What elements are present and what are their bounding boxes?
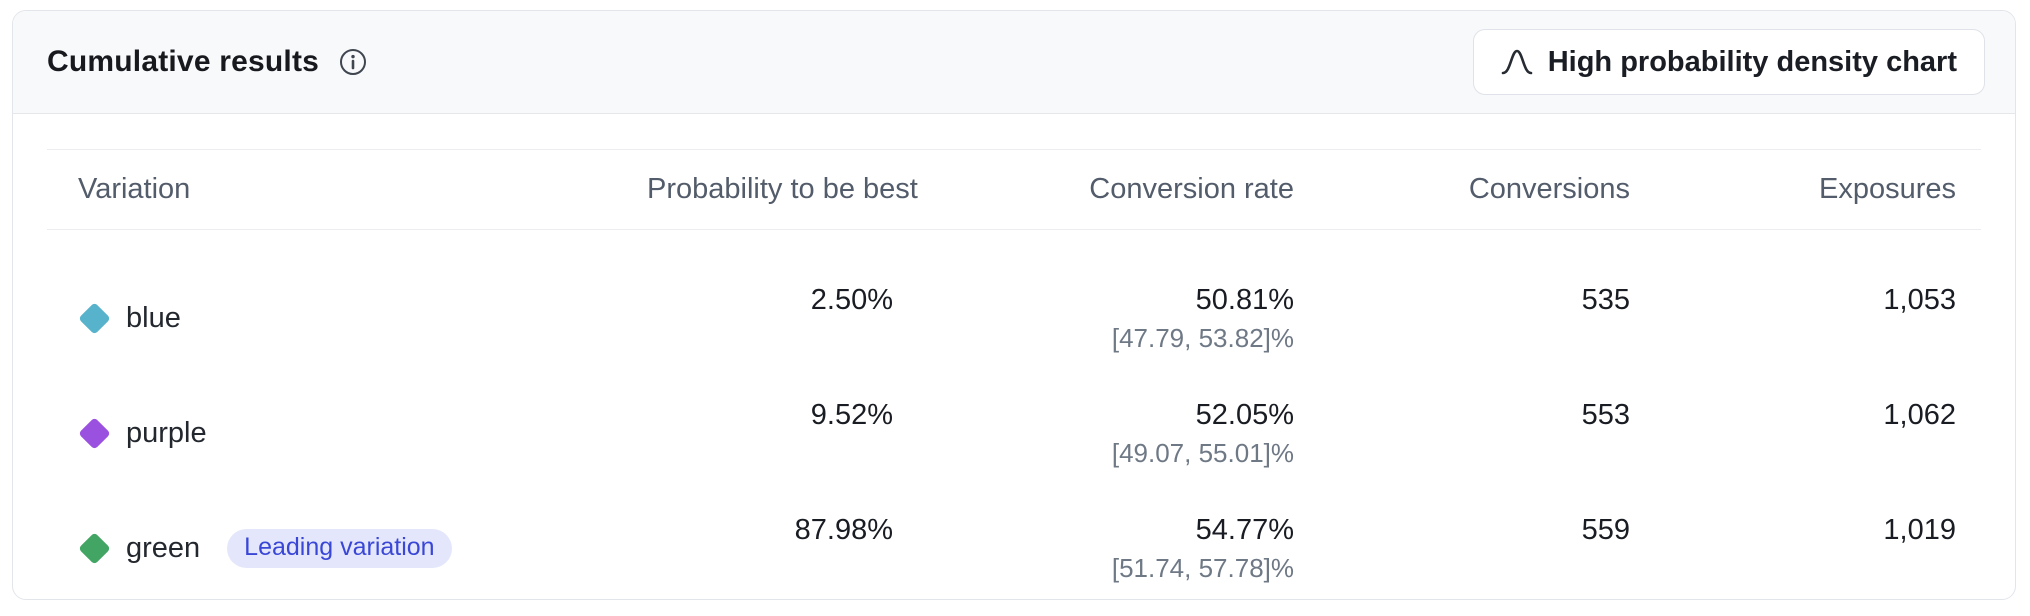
exposures-cell: 1,062 <box>1883 399 1956 431</box>
table-row: purple 9.52% 52.05% [49.07, 55.01]% 553 … <box>47 345 1981 468</box>
variation-diamond-icon <box>78 532 111 565</box>
column-header-exposures: Exposures <box>1818 173 1956 205</box>
column-header-probability: Probability to be best <box>647 173 918 205</box>
probability-cell: 9.52% <box>810 399 893 431</box>
probability-cell: 2.50% <box>810 284 893 316</box>
variation-label: blue <box>126 302 181 334</box>
cumulative-results-card: Cumulative results High probability dens… <box>12 10 2016 600</box>
conversions-cell: 559 <box>1581 514 1630 546</box>
variation-label: purple <box>126 417 207 449</box>
conversion-rate-cell: 52.05% [49.07, 55.01]% <box>893 345 1294 468</box>
variation-cell: purple <box>47 417 647 450</box>
conversion-rate-cell: 54.77% [51.74, 57.78]% <box>893 460 1294 583</box>
confidence-interval: [49.07, 55.01]% <box>1111 438 1294 468</box>
results-table: Variation Probability to be best Convers… <box>47 149 1981 583</box>
leading-variation-badge: Leading variation <box>227 529 452 568</box>
table-row: green Leading variation 87.98% 54.77% [5… <box>47 460 1981 583</box>
table-row: blue 2.50% 50.81% [47.79, 53.82]% 535 1,… <box>47 230 1981 353</box>
variation-diamond-icon <box>78 417 111 450</box>
variation-label: green <box>126 532 201 564</box>
density-chart-button-label: High probability density chart <box>1547 45 1957 78</box>
column-header-conversion-rate: Conversion rate <box>1089 173 1294 205</box>
info-icon[interactable] <box>339 48 367 76</box>
density-curve-icon <box>1501 48 1533 76</box>
card-header: Cumulative results High probability dens… <box>13 11 2015 114</box>
page-title: Cumulative results <box>47 45 320 78</box>
confidence-interval: [51.74, 57.78]% <box>1111 553 1294 583</box>
table-header-row: Variation Probability to be best Convers… <box>47 149 1981 230</box>
column-header-variation: Variation <box>78 173 191 205</box>
conversions-cell: 553 <box>1581 399 1630 431</box>
variation-diamond-icon <box>78 302 111 335</box>
exposures-cell: 1,019 <box>1883 514 1956 546</box>
exposures-cell: 1,053 <box>1883 284 1956 316</box>
title-wrap: Cumulative results <box>47 45 367 79</box>
variation-cell: blue <box>47 302 647 335</box>
column-header-conversions: Conversions <box>1468 173 1630 205</box>
conversions-cell: 535 <box>1581 284 1630 316</box>
high-probability-density-chart-button[interactable]: High probability density chart <box>1472 29 1985 95</box>
confidence-interval: [47.79, 53.82]% <box>1111 323 1294 353</box>
probability-cell: 87.98% <box>794 514 893 546</box>
conversion-rate-cell: 50.81% [47.79, 53.82]% <box>893 230 1294 353</box>
variation-cell: green Leading variation <box>47 529 647 568</box>
